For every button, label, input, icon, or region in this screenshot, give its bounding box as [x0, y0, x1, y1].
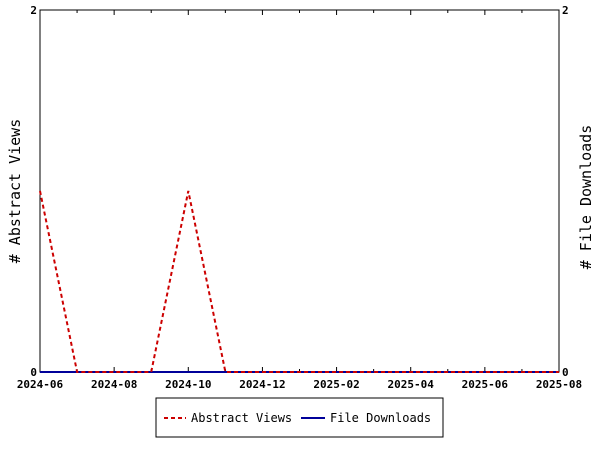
y-tick-label-left: 2	[30, 4, 37, 17]
legend: Abstract Views File Downloads	[155, 397, 444, 438]
x-tick-label: 2025-04	[388, 378, 435, 391]
y-axis-title-right: # File Downloads	[577, 125, 595, 270]
y-tick-label-right: 2	[562, 4, 569, 17]
legend-box	[155, 397, 444, 438]
legend-label-abstract-views: Abstract Views	[191, 411, 292, 425]
x-tick-label: 2024-06	[17, 378, 64, 391]
legend-label-file-downloads: File Downloads	[330, 411, 431, 425]
y-tick-label-right: 0	[562, 366, 569, 379]
series-layer	[39, 190, 559, 373]
x-tick-label: 2024-12	[239, 378, 285, 391]
y-axis-title-left: # Abstract Views	[6, 119, 24, 264]
x-tick-label: 2025-08	[536, 378, 582, 391]
plot-area	[39, 9, 560, 373]
x-tick-label: 2025-06	[462, 378, 509, 391]
x-tick-label: 2025-02	[313, 378, 359, 391]
x-tick-label: 2024-08	[91, 378, 137, 391]
y-tick-label-left: 0	[30, 366, 37, 379]
x-tick-label: 2024-10	[165, 378, 211, 391]
series-line-abstract-views	[39, 190, 559, 373]
